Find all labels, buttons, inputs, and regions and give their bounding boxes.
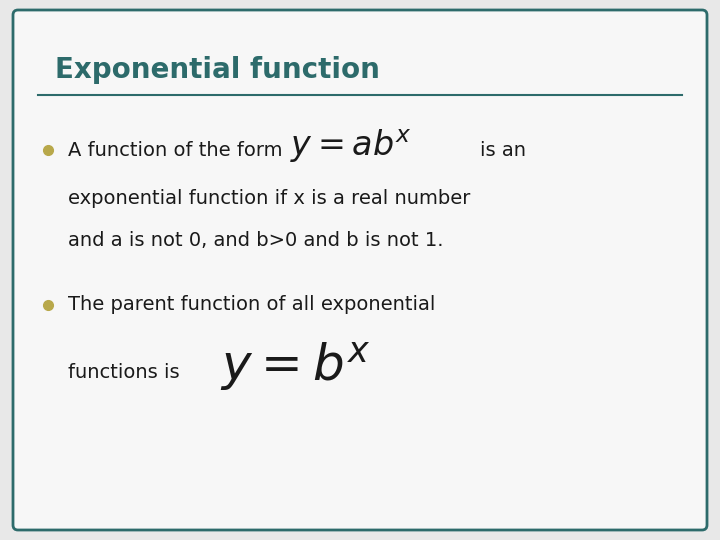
Text: A function of the form: A function of the form: [68, 140, 289, 159]
Text: exponential function if x is a real number: exponential function if x is a real numb…: [68, 188, 470, 207]
FancyBboxPatch shape: [13, 10, 707, 530]
Text: The parent function of all exponential: The parent function of all exponential: [68, 295, 436, 314]
Text: $y = b^x$: $y = b^x$: [220, 340, 371, 394]
Text: functions is: functions is: [68, 363, 186, 382]
Text: $y = ab^x$: $y = ab^x$: [290, 127, 412, 165]
Text: is an: is an: [480, 140, 526, 159]
Text: Exponential function: Exponential function: [55, 56, 380, 84]
Text: and a is not 0, and b>0 and b is not 1.: and a is not 0, and b>0 and b is not 1.: [68, 231, 444, 249]
